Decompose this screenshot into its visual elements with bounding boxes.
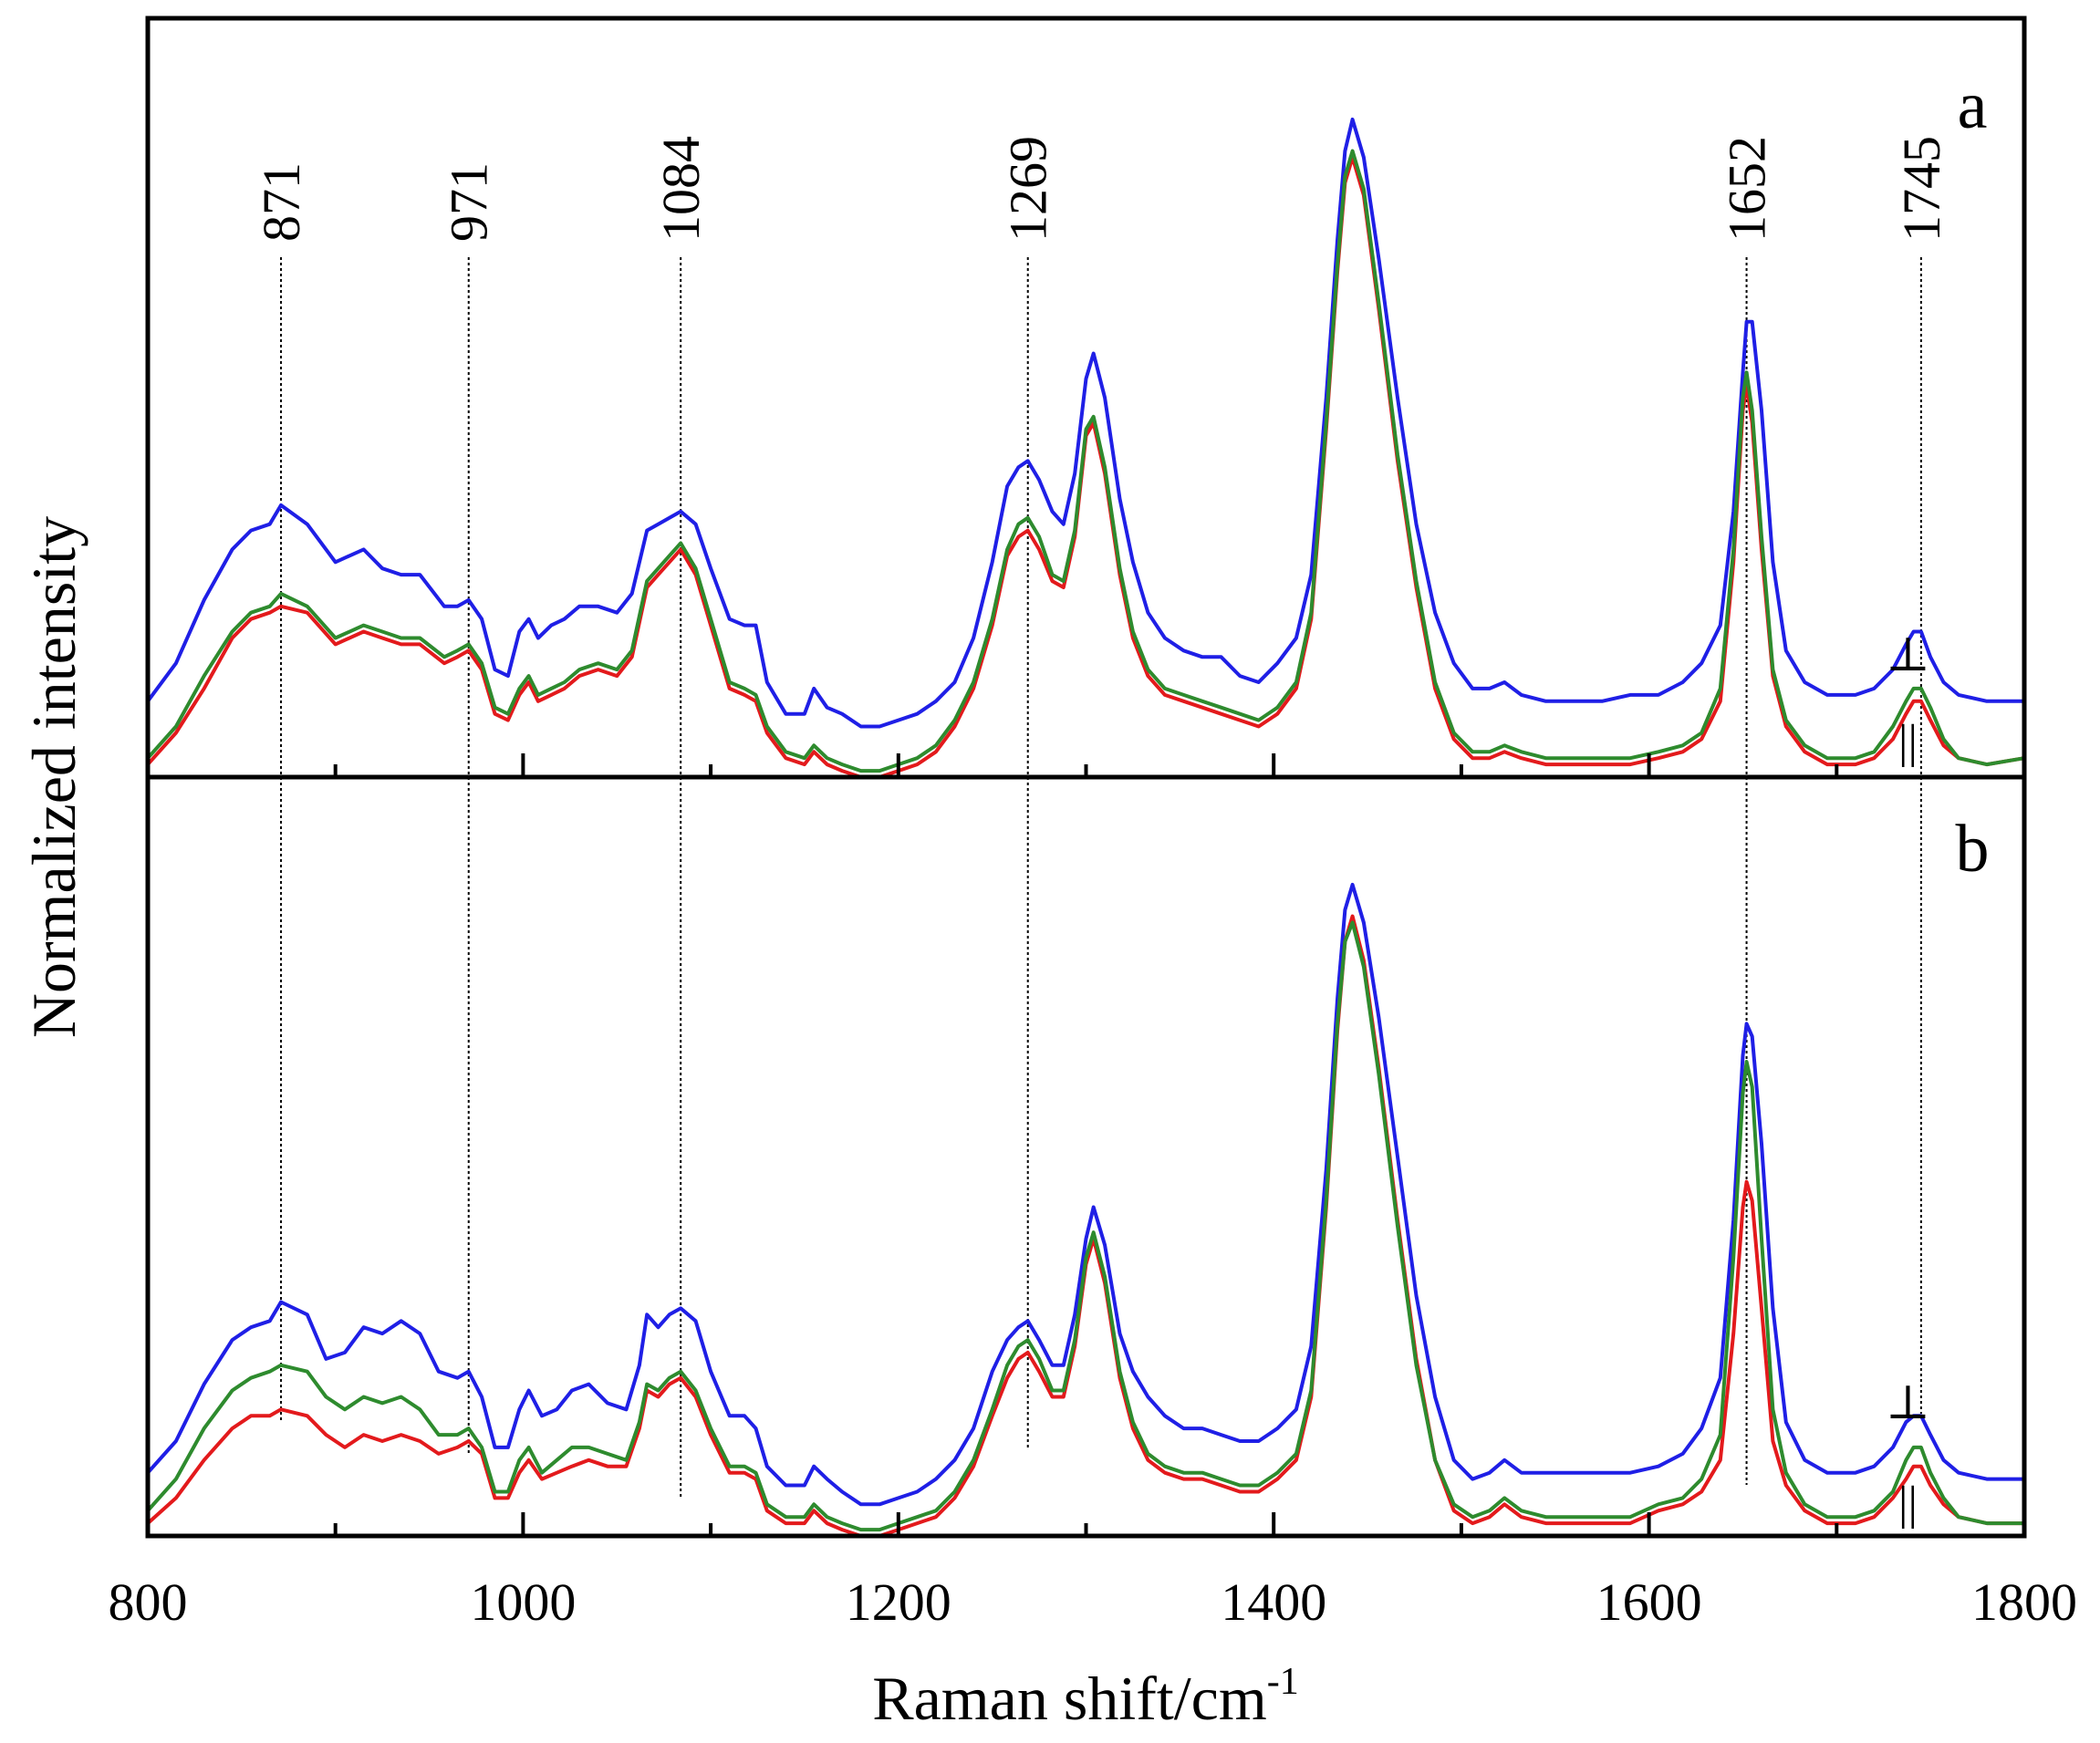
- x-tick-label-1600: 1600: [1596, 1572, 1702, 1632]
- series-panel-b: [146, 882, 2024, 1538]
- panel-a: [146, 117, 2025, 779]
- perpendicular-label-a: ⊥: [1886, 629, 1930, 681]
- peak-label-1084: 1084: [651, 136, 711, 242]
- panel-a-label: a: [1958, 68, 1988, 143]
- y-axis-title: Normalized intensity: [19, 516, 88, 1038]
- perpendicular-label-b: ⊥: [1886, 1377, 1930, 1429]
- parallel-label-a: ||: [1898, 716, 1918, 768]
- series-a-blue: [146, 117, 2024, 729]
- x-tick-label-1400: 1400: [1221, 1572, 1326, 1632]
- series-a-green: [146, 149, 2025, 773]
- x-tick-label-1200: 1200: [846, 1572, 951, 1632]
- x-tick-label-1800: 1800: [1971, 1572, 2077, 1632]
- peak-lines-panel-b: [280, 777, 1922, 1498]
- parallel-label-b: ||: [1898, 1478, 1918, 1530]
- series-panel-a: [146, 117, 2025, 779]
- x-axis-ticks: [146, 753, 2026, 1536]
- x-axis-title: Raman shift/cm-1: [872, 1661, 1298, 1733]
- series-b-green: [146, 920, 2024, 1532]
- x-tick-label-800: 800: [109, 1572, 188, 1632]
- peak-label-871: 871: [252, 162, 311, 242]
- peak-label-1269: 1269: [999, 136, 1058, 242]
- series-b-blue: [146, 882, 2024, 1507]
- peak-label-1652: 1652: [1718, 136, 1777, 242]
- panel-b: [146, 777, 2024, 1538]
- peak-label-971: 971: [440, 162, 499, 242]
- x-axis-tick-labels: 800 1000 1200 1400 1600 1800: [109, 1572, 2078, 1632]
- peak-label-1745: 1745: [1892, 136, 1951, 242]
- x-axis-title-main: Raman shift/cm: [872, 1664, 1266, 1733]
- polarization-labels: ⊥ || ⊥ ||: [1886, 629, 1930, 1530]
- peak-labels: 871 971 1084 1269 1652 1745: [252, 136, 1951, 242]
- panel-b-label: b: [1956, 812, 1990, 887]
- x-tick-label-1000: 1000: [470, 1572, 576, 1632]
- x-axis-title-superscript: -1: [1267, 1661, 1299, 1703]
